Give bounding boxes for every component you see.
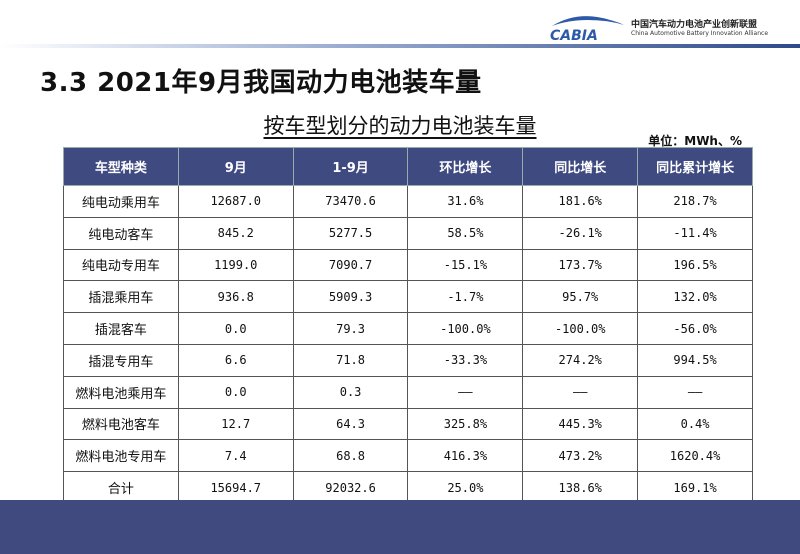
value-cell: 845.2 (177, 216, 294, 250)
value-cell: 58.5% (407, 216, 524, 250)
table-row: 纯电动客车 845.2 5277.5 58.5% -26.1% -11.4% (63, 216, 753, 250)
value-cell: 169.1% (637, 471, 753, 504)
value-cell: 274.2% (522, 343, 639, 377)
value-cell: 31.6% (407, 185, 524, 218)
value-cell: 25.0% (407, 471, 524, 504)
value-cell: 12687.0 (177, 185, 294, 218)
table-row: 插混客车 0.0 79.3 -100.0% -100.0% -56.0% (63, 312, 753, 345)
value-cell: 473.2% (522, 439, 639, 473)
value-cell: 1199.0 (177, 248, 294, 282)
header-divider (0, 44, 800, 48)
value-cell: 1620.4% (637, 439, 753, 473)
vehicle-type-cell: 燃料电池客车 (63, 407, 179, 441)
vehicle-type-cell: 合计 (63, 471, 179, 504)
value-cell: 132.0% (637, 280, 753, 314)
value-cell: -33.3% (407, 343, 524, 377)
value-cell: 0.0 (177, 375, 294, 409)
value-cell: 64.3 (292, 407, 409, 441)
vehicle-type-cell: 纯电动乘用车 (63, 185, 179, 218)
value-cell: 73470.6 (292, 185, 409, 218)
column-header: 9月 (177, 147, 294, 186)
value-cell: 12.7 (177, 407, 294, 441)
value-cell: —— (522, 375, 639, 409)
vehicle-type-cell: 燃料电池专用车 (63, 439, 179, 473)
value-cell: -26.1% (522, 216, 639, 250)
value-cell: 0.3 (292, 375, 409, 409)
table-row: 插混专用车 6.6 71.8 -33.3% 274.2% 994.5% (63, 343, 753, 377)
value-cell: 0.4% (637, 407, 753, 441)
footer-band (0, 500, 800, 554)
value-cell: —— (407, 375, 524, 409)
unit-label: 单位：MWh、% (648, 134, 742, 148)
table-row: 燃料电池乘用车 0.0 0.3 —— —— —— (63, 375, 753, 409)
table-row: 合计 15694.7 92032.6 25.0% 138.6% 169.1% (63, 471, 753, 504)
value-cell: -15.1% (407, 248, 524, 282)
vehicle-type-cell: 插混客车 (63, 312, 179, 345)
value-cell: 445.3% (522, 407, 639, 441)
value-cell: 994.5% (637, 343, 753, 377)
value-cell: -100.0% (522, 312, 639, 345)
value-cell: 416.3% (407, 439, 524, 473)
table-row: 燃料电池专用车 7.4 68.8 416.3% 473.2% 1620.4% (63, 439, 753, 473)
column-header: 车型种类 (63, 147, 179, 186)
value-cell: 79.3 (292, 312, 409, 345)
value-cell: 7.4 (177, 439, 294, 473)
value-cell: 5909.3 (292, 280, 409, 314)
value-cell: 173.7% (522, 248, 639, 282)
value-cell: 92032.6 (292, 471, 409, 504)
value-cell: 95.7% (522, 280, 639, 314)
table-title: 按车型划分的动力电池装车量 (0, 110, 800, 140)
table-title-text: 按车型划分的动力电池装车量 (263, 114, 537, 138)
car-logo-icon: CABIA (550, 16, 624, 42)
value-cell: —— (637, 375, 753, 409)
column-header: 1-9月 (292, 147, 409, 186)
cabia-logo: CABIA 中国汽车动力电池产业创新联盟 China Automotive Ba… (548, 10, 798, 44)
column-header: 环比增长 (407, 147, 524, 186)
table-row: 纯电动专用车 1199.0 7090.7 -15.1% 173.7% 196.5% (63, 248, 753, 282)
table-row: 燃料电池客车 12.7 64.3 325.8% 445.3% 0.4% (63, 407, 753, 441)
value-cell: 936.8 (177, 280, 294, 314)
battery-installation-table: 车型种类 9月 1-9月 环比增长 同比增长 同比累计增长 纯电动乘用车 12687.0 73… (63, 147, 753, 504)
value-cell: 68.8 (292, 439, 409, 473)
value-cell: 7090.7 (292, 248, 409, 282)
value-cell: -11.4% (637, 216, 753, 250)
table-row: 插混乘用车 936.8 5909.3 -1.7% 95.7% 132.0% (63, 280, 753, 314)
org-name-en: China Automotive Battery Innovation Alli… (631, 30, 769, 37)
value-cell: -1.7% (407, 280, 524, 314)
value-cell: 15694.7 (177, 471, 294, 504)
org-name-cn: 中国汽车动力电池产业创新联盟 (631, 20, 758, 30)
value-cell: 0.0 (177, 312, 294, 345)
value-cell: -100.0% (407, 312, 524, 345)
table-header-row: 车型种类 9月 1-9月 环比增长 同比增长 同比累计增长 (63, 147, 753, 186)
slide-title: 3.3 2021年9月我国动力电池装车量 (40, 68, 482, 98)
vehicle-type-cell: 插混专用车 (63, 343, 179, 377)
value-cell: 196.5% (637, 248, 753, 282)
vehicle-type-cell: 燃料电池乘用车 (63, 375, 179, 409)
value-cell: -56.0% (637, 312, 753, 345)
vehicle-type-cell: 纯电动专用车 (63, 248, 179, 282)
column-header: 同比累计增长 (637, 147, 753, 186)
svg-text:CABIA: CABIA (550, 28, 598, 42)
vehicle-type-cell: 插混乘用车 (63, 280, 179, 314)
vehicle-type-cell: 纯电动客车 (63, 216, 179, 250)
value-cell: 218.7% (637, 185, 753, 218)
value-cell: 181.6% (522, 185, 639, 218)
value-cell: 6.6 (177, 343, 294, 377)
column-header: 同比增长 (522, 147, 639, 186)
value-cell: 138.6% (522, 471, 639, 504)
value-cell: 5277.5 (292, 216, 409, 250)
value-cell: 325.8% (407, 407, 524, 441)
value-cell: 71.8 (292, 343, 409, 377)
table-row: 纯电动乘用车 12687.0 73470.6 31.6% 181.6% 218.7% (63, 185, 753, 218)
